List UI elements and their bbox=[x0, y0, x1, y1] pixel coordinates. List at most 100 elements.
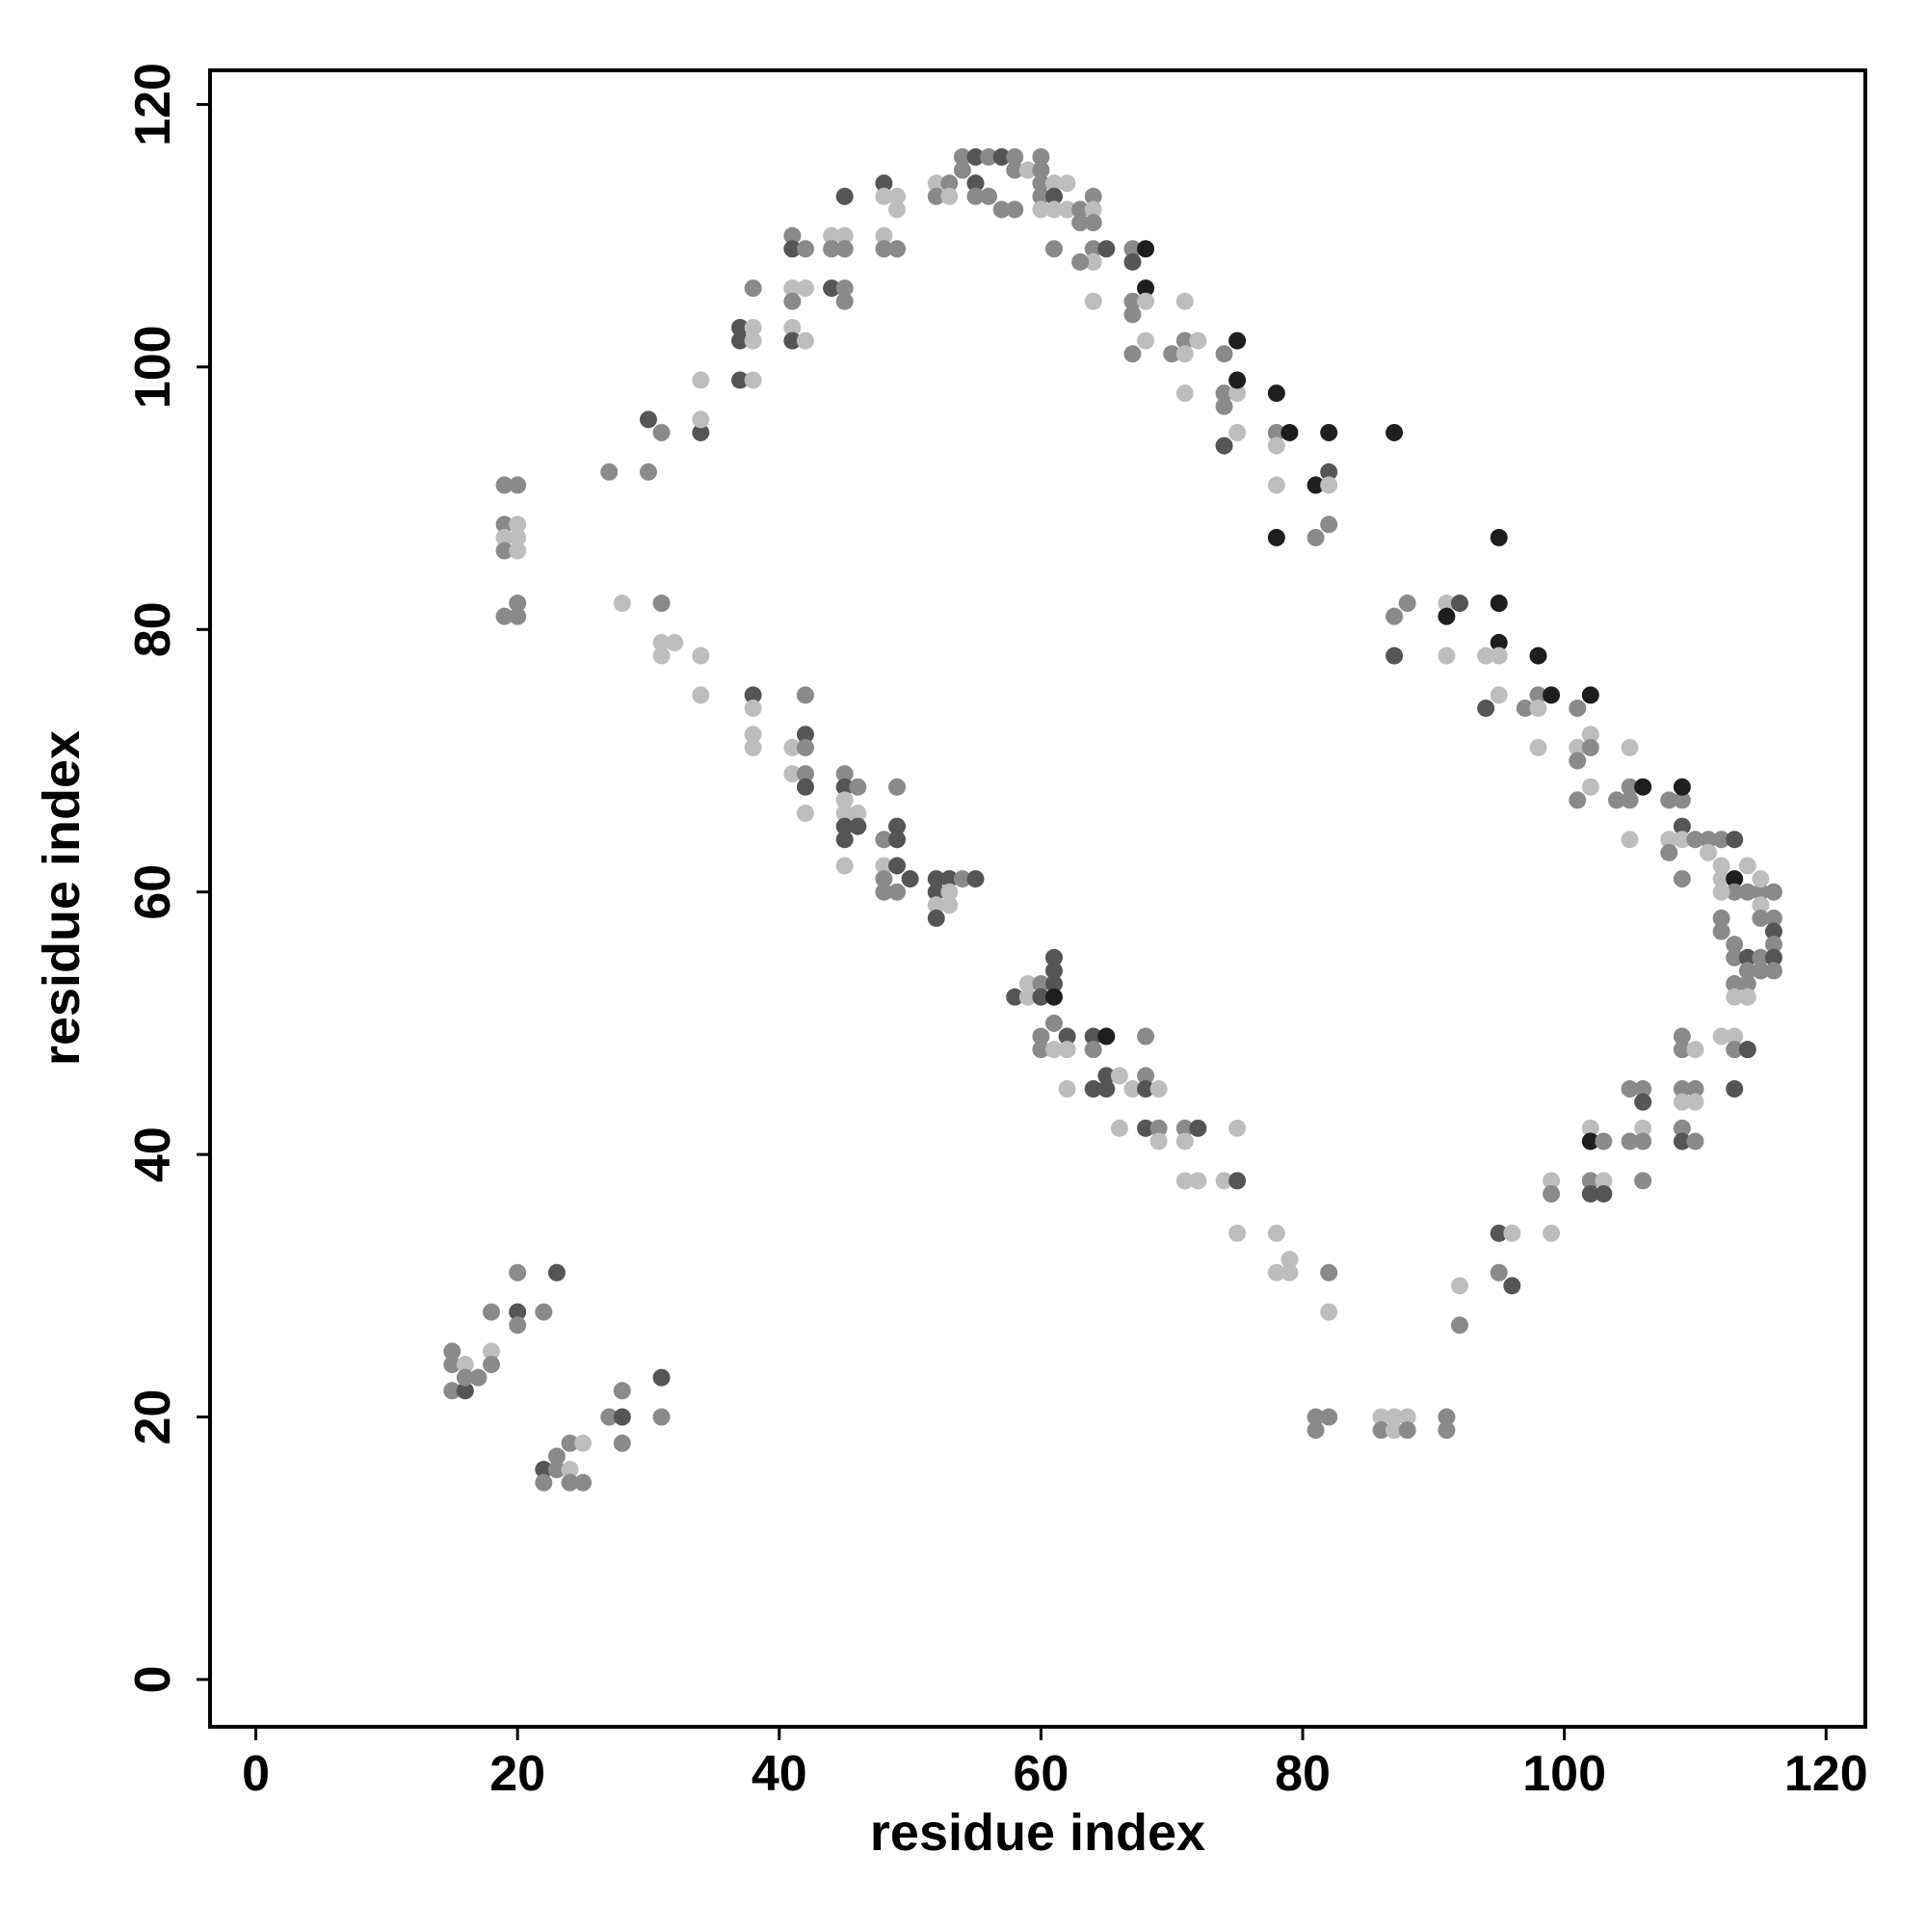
point bbox=[1673, 1080, 1691, 1098]
y-tick-label: 20 bbox=[125, 1389, 181, 1445]
point bbox=[980, 147, 998, 166]
point bbox=[1280, 1251, 1299, 1269]
point bbox=[1175, 292, 1194, 310]
point bbox=[1228, 331, 1247, 350]
point bbox=[1398, 1408, 1416, 1426]
point bbox=[744, 318, 762, 336]
point bbox=[1386, 423, 1404, 441]
point bbox=[1764, 936, 1782, 954]
point bbox=[1044, 1014, 1063, 1032]
point bbox=[1477, 699, 1495, 717]
point bbox=[1712, 831, 1730, 849]
point bbox=[1543, 1224, 1561, 1242]
point bbox=[443, 1356, 462, 1374]
point bbox=[1215, 397, 1233, 415]
point bbox=[1477, 647, 1495, 665]
point bbox=[1621, 778, 1639, 796]
point bbox=[495, 542, 514, 560]
y-tick-label: 0 bbox=[125, 1666, 181, 1694]
point bbox=[875, 883, 893, 901]
point bbox=[1752, 870, 1770, 888]
point bbox=[509, 1263, 527, 1282]
point bbox=[796, 279, 814, 298]
point bbox=[1006, 161, 1024, 179]
point bbox=[1634, 1119, 1652, 1137]
point bbox=[1543, 1184, 1561, 1203]
point bbox=[875, 226, 893, 245]
point bbox=[600, 1408, 619, 1426]
point bbox=[1058, 200, 1076, 219]
x-tick-label: 60 bbox=[1013, 1746, 1069, 1802]
point bbox=[1267, 384, 1285, 403]
point bbox=[1215, 345, 1233, 363]
point bbox=[888, 200, 907, 219]
point bbox=[796, 331, 814, 350]
point bbox=[1581, 726, 1599, 744]
point bbox=[1595, 1184, 1613, 1203]
point bbox=[1738, 988, 1756, 1006]
point bbox=[1569, 791, 1587, 809]
point bbox=[1712, 870, 1730, 888]
point bbox=[888, 831, 907, 849]
point bbox=[1490, 647, 1508, 665]
point bbox=[835, 831, 854, 849]
point bbox=[1137, 279, 1155, 298]
point bbox=[1386, 1408, 1404, 1426]
point bbox=[744, 738, 762, 756]
x-tick-label: 20 bbox=[489, 1746, 545, 1802]
point bbox=[1490, 1224, 1508, 1242]
point bbox=[1738, 975, 1756, 993]
y-tick-label: 40 bbox=[125, 1126, 181, 1182]
point bbox=[744, 371, 762, 389]
point bbox=[1084, 292, 1102, 310]
point bbox=[1307, 528, 1325, 546]
point bbox=[940, 883, 959, 901]
point bbox=[1058, 1027, 1076, 1045]
point bbox=[1163, 345, 1181, 363]
point bbox=[1726, 1080, 1744, 1098]
point bbox=[835, 240, 854, 258]
point bbox=[783, 292, 802, 310]
point bbox=[1712, 1027, 1730, 1045]
point bbox=[1006, 200, 1024, 219]
point bbox=[1581, 1119, 1599, 1137]
point bbox=[547, 1263, 566, 1282]
point bbox=[1267, 476, 1285, 494]
point bbox=[652, 633, 671, 651]
point bbox=[940, 174, 959, 193]
point bbox=[1673, 1093, 1691, 1111]
point bbox=[1752, 948, 1770, 966]
point bbox=[1044, 962, 1063, 980]
point bbox=[1044, 1041, 1063, 1059]
point bbox=[561, 1473, 579, 1492]
point bbox=[1529, 647, 1547, 665]
y-tick-label: 80 bbox=[125, 601, 181, 657]
point bbox=[875, 857, 893, 875]
point bbox=[1726, 948, 1744, 966]
point bbox=[1764, 962, 1782, 980]
point bbox=[1097, 1067, 1116, 1085]
point bbox=[1607, 791, 1625, 809]
point bbox=[1084, 240, 1102, 258]
point bbox=[1398, 1421, 1416, 1440]
point bbox=[731, 331, 750, 350]
point bbox=[927, 870, 945, 888]
point bbox=[1726, 1041, 1744, 1059]
point bbox=[1123, 1080, 1142, 1098]
point bbox=[1700, 831, 1718, 849]
point bbox=[796, 686, 814, 704]
point bbox=[796, 726, 814, 744]
point bbox=[1032, 975, 1050, 993]
point bbox=[600, 463, 619, 481]
point bbox=[1581, 1132, 1599, 1151]
point bbox=[1543, 686, 1561, 704]
point bbox=[1044, 240, 1063, 258]
point bbox=[1044, 948, 1063, 966]
point bbox=[1137, 240, 1155, 258]
point bbox=[966, 870, 985, 888]
point bbox=[940, 896, 959, 914]
point bbox=[927, 909, 945, 927]
x-axis-title: residue index bbox=[870, 1804, 1205, 1862]
point bbox=[443, 1382, 462, 1400]
point bbox=[1018, 988, 1037, 1006]
